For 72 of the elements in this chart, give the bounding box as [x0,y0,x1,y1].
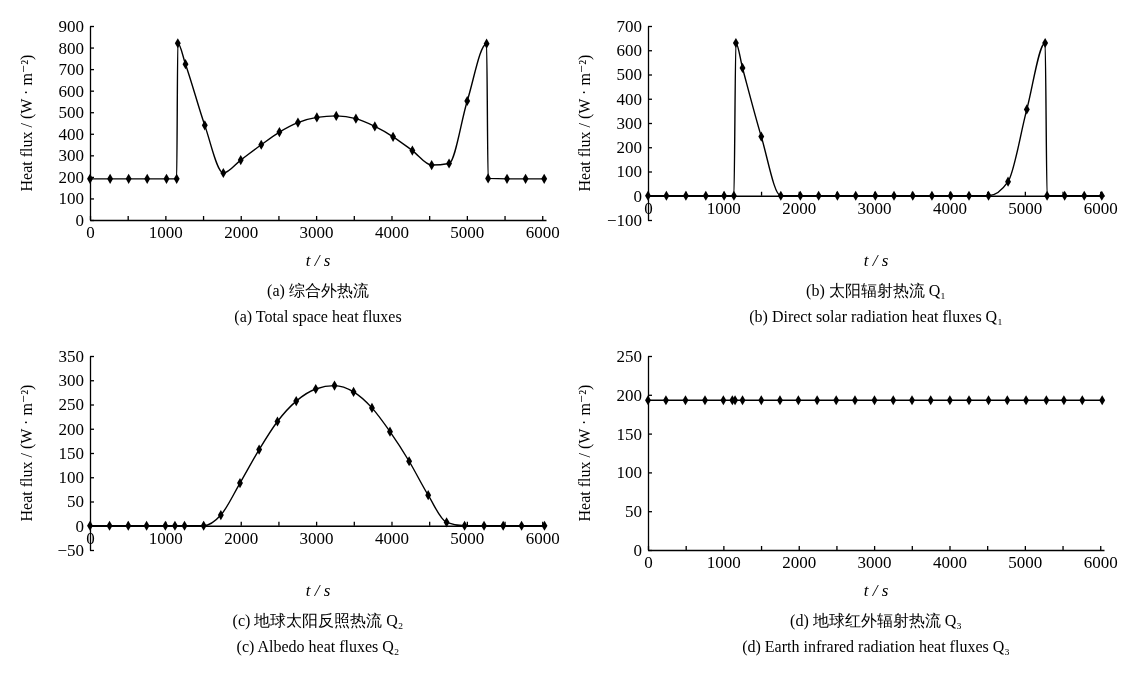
y-tick-label: −50 [57,540,84,560]
x-tick-label: 5000 [1008,553,1043,573]
x-tick-label: 6000 [1083,199,1118,219]
y-tick-label: 300 [616,113,642,133]
y-tick-label: 700 [616,16,642,36]
y-axis-title: Heat flux / (W · m⁻²) [576,384,594,522]
y-tick-label: 800 [58,38,84,58]
text: (c) Albedo heat fluxes Q₂ [236,638,400,656]
x-tick-label: 5000 [450,223,485,243]
x-tick-label: 4000 [932,199,967,219]
y-tick-label: −100 [606,210,642,230]
y-axis-title: Heat flux / (W · m⁻²) [18,384,36,522]
y-tick-label: 200 [58,167,84,187]
y-tick-label: 200 [58,419,84,439]
y-tick-label: 0 [633,186,642,206]
y-tick-label: 300 [58,146,84,166]
text: (b) Direct solar radiation heat fluxes Q₁ [749,308,1003,326]
x-tick-label: 3000 [299,223,334,243]
y-tick-label: 500 [616,65,642,85]
y-tick-label: 100 [616,162,642,182]
x-tick-label: 4000 [374,529,409,549]
x-tick-label: 1000 [706,199,741,219]
text: (a) Total space heat fluxes [234,308,402,326]
y-axis-title: Heat flux / (W · m⁻²) [576,54,594,192]
y-tick-label: 250 [58,395,84,415]
y-tick-label: 500 [58,103,84,123]
x-tick-label: 2000 [782,553,817,573]
y-tick-label: 150 [58,443,84,463]
x-tick-label: 6000 [525,223,560,243]
x-axis-title: t / s [863,581,889,600]
x-tick-label: 5000 [450,529,485,549]
text: (b) 太阳辐射热流 Q₁ [806,282,946,300]
x-tick-label: 4000 [374,223,409,243]
x-tick-label: 5000 [1008,199,1043,219]
x-axis-title: t / s [305,251,331,270]
y-tick-label: 700 [58,60,84,80]
y-tick-label: 100 [616,463,642,483]
y-tick-label: 50 [625,502,642,522]
y-tick-label: 100 [58,189,84,209]
text: (c) 地球太阳反照热流 Q₂ [232,612,404,630]
x-tick-label: 6000 [525,529,560,549]
y-tick-label: 250 [616,346,642,366]
x-tick-label: 3000 [857,199,892,219]
text: (a) 综合外热流 [267,282,369,300]
text: (d) Earth infrared radiation heat fluxes Q₃ [742,638,1010,656]
y-tick-label: 400 [58,124,84,144]
x-tick-label: 3000 [857,553,892,573]
x-tick-label: 2000 [224,529,259,549]
y-tick-label: 0 [75,516,84,536]
x-tick-label: 2000 [224,223,259,243]
y-tick-label: 600 [616,41,642,61]
x-tick-label: 6000 [1083,553,1118,573]
x-axis-title: t / s [305,581,331,600]
y-tick-label: 900 [58,16,84,36]
y-tick-label: 50 [67,492,84,512]
y-tick-label: 300 [58,371,84,391]
x-tick-label: 2000 [782,199,817,219]
y-axis-title: Heat flux / (W · m⁻²) [18,54,36,192]
x-tick-label: 3000 [299,529,334,549]
text: (d) 地球红外辐射热流 Q₃ [790,612,962,630]
y-tick-label: 200 [616,138,642,158]
y-tick-label: 200 [616,385,642,405]
y-tick-label: 100 [58,468,84,488]
y-tick-label: 350 [58,346,84,366]
x-tick-label: 1000 [706,553,741,573]
x-tick-label: 1000 [148,529,183,549]
x-axis-title: t / s [863,251,889,270]
x-tick-label: 1000 [148,223,183,243]
x-tick-label: 4000 [932,553,967,573]
y-tick-label: 600 [58,81,84,101]
y-tick-label: 400 [616,89,642,109]
y-tick-label: 150 [616,424,642,444]
